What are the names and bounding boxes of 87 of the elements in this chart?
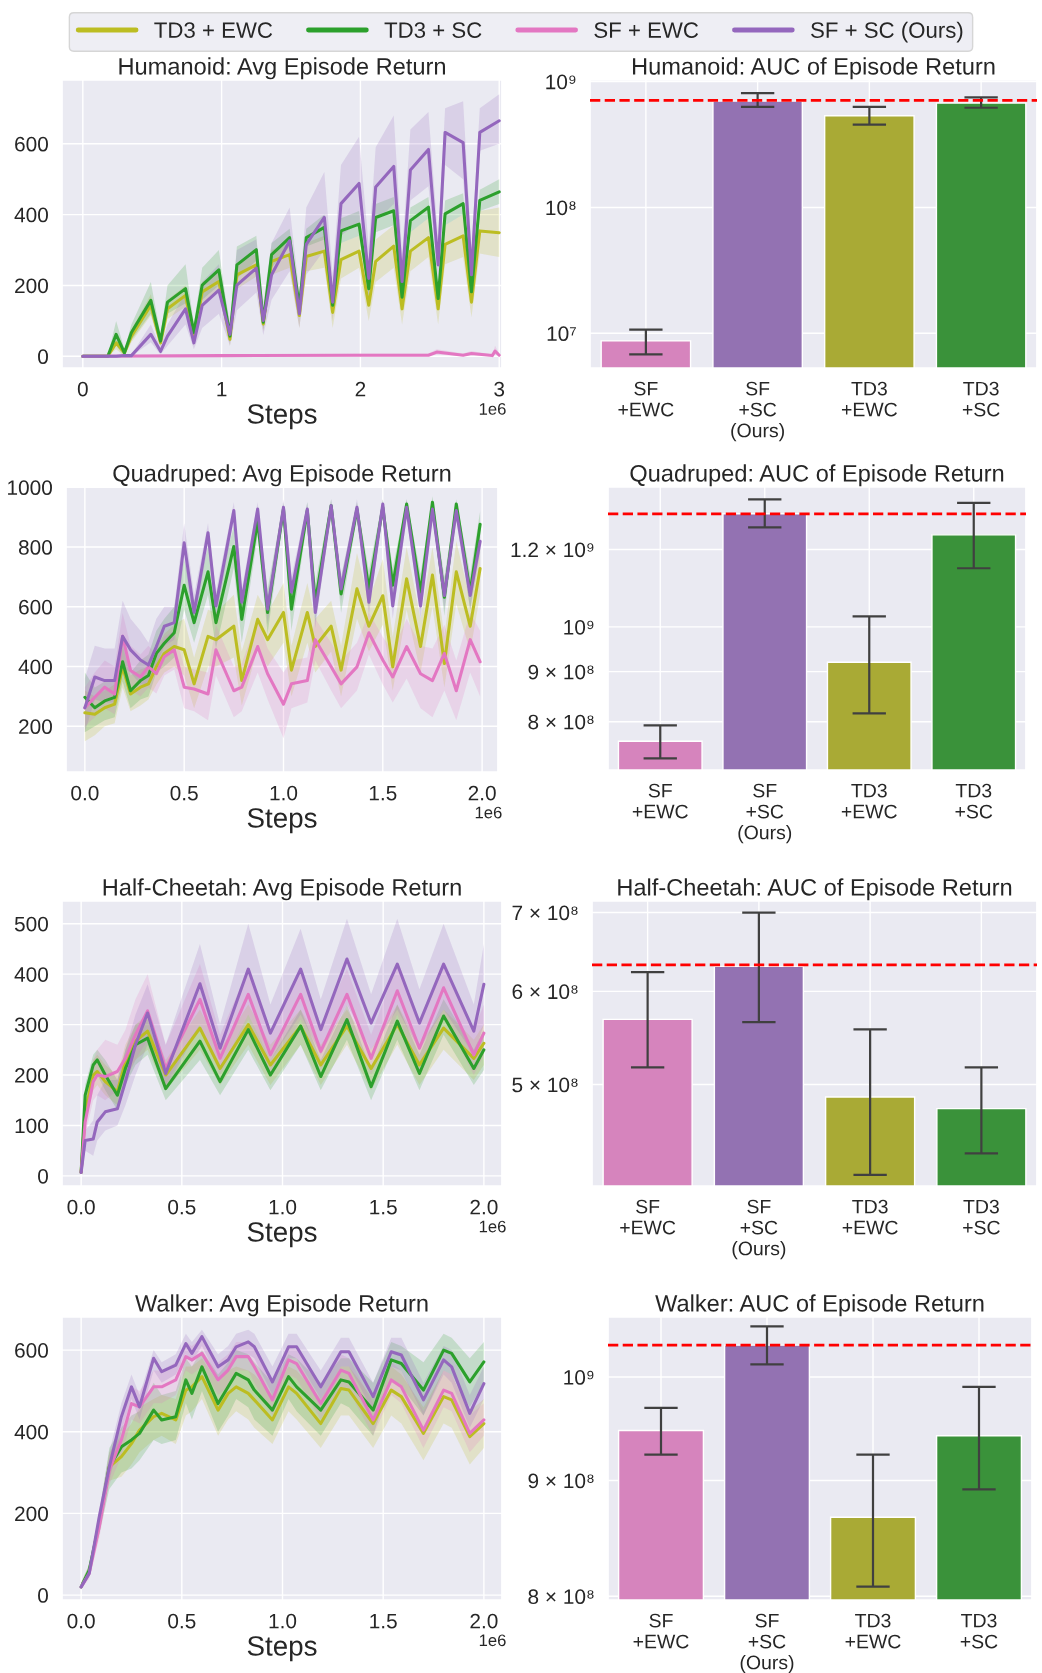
y-tick-label: 8 × 10⁸	[528, 714, 594, 730]
x-tick-label: 1.5	[370, 1613, 397, 1629]
y-tick-label: 0	[38, 1588, 48, 1603]
y-tick-label: 200	[15, 1506, 48, 1522]
y-tick-label: 400	[14, 207, 48, 223]
legend-label: SF + EWC	[594, 22, 699, 38]
y-tick-label: 200	[19, 719, 52, 735]
x-tick-label: 1.5	[370, 1199, 397, 1215]
x-tick-label: TD3 +EWC	[841, 783, 897, 819]
y-tick-label: 600	[15, 1343, 48, 1358]
x-tick-label: SF +EWC	[618, 381, 674, 417]
y-tick-label: 300	[14, 1017, 48, 1033]
x-tick-label: SF +SC (Ours)	[731, 381, 784, 442]
y-tick-label: 600	[15, 136, 48, 152]
x-tick-label: TD3 +EWC	[842, 1199, 898, 1235]
chart-title: Half-Cheetah: AUC of Episode Return	[618, 878, 1012, 901]
x-tick-label: 0.5	[170, 785, 198, 801]
y-tick-label: 500	[14, 916, 48, 932]
y-tick-label: 9 × 10⁸	[528, 664, 594, 680]
chart-title: Walker: Avg Episode Return	[135, 1294, 428, 1317]
y-tick-label: 800	[18, 540, 52, 555]
x-tick-label: 1.5	[369, 785, 397, 801]
x-tick-label: 0.5	[168, 1199, 196, 1215]
y-tick-label: 8 × 10⁸	[528, 1589, 594, 1605]
text: 1e6	[479, 403, 506, 415]
chart-title: Humanoid: AUC of Episode Return	[633, 57, 995, 80]
x-axis-title: Steps	[247, 1636, 317, 1662]
x-tick-label: 0.0	[71, 785, 99, 801]
y-tick-label: 1000	[8, 480, 52, 496]
y-tick-label: 9 × 10⁸	[528, 1473, 594, 1489]
text: 1e6	[479, 1634, 506, 1647]
x-tick-label: 1.0	[269, 1613, 297, 1629]
x-tick-label: 1	[217, 381, 227, 397]
x-tick-label: TD3 +SC	[962, 381, 1000, 417]
y-tick-label: 1.2 × 10⁹	[511, 542, 594, 558]
y-tick-label: 400	[14, 967, 48, 982]
legend-label: TD3 + SC	[384, 22, 482, 38]
x-tick-label: 1.0	[270, 785, 298, 801]
legend-label: TD3 + EWC	[154, 22, 273, 38]
y-tick-label: 200	[15, 1068, 48, 1083]
x-tick-label: TD3 +EWC	[841, 381, 897, 417]
x-tick-label: 3	[494, 381, 505, 397]
text: 1e6	[479, 1220, 506, 1233]
y-tick-label: 400	[18, 659, 52, 675]
chart-title: Walker: AUC of Episode Return	[655, 1294, 984, 1317]
x-tick-label: 2.0	[470, 1199, 498, 1215]
x-axis-title: Steps	[247, 1222, 317, 1248]
x-tick-label: 2.0	[468, 785, 496, 801]
x-tick-label: SF +SC (Ours)	[732, 1199, 786, 1260]
x-tick-label: SF +EWC	[633, 1613, 689, 1649]
x-tick-label: 0.0	[67, 1613, 95, 1629]
y-tick-label: 100	[15, 1118, 48, 1134]
x-axis-title: Steps	[247, 808, 317, 834]
x-tick-label: TD3 +EWC	[845, 1613, 901, 1649]
x-tick-label: TD3 +SC	[963, 1199, 1000, 1235]
x-tick-label: 0.5	[168, 1613, 196, 1629]
x-tick-label: SF +EWC	[632, 783, 688, 819]
y-tick-label: 600	[19, 599, 52, 615]
y-tick-label: 10⁹	[564, 619, 594, 635]
x-tick-label: SF +SC (Ours)	[740, 1613, 794, 1673]
y-tick-label: 10⁸	[546, 200, 576, 216]
x-tick-label: 2.0	[470, 1613, 498, 1629]
y-tick-label: 10⁷	[547, 326, 576, 342]
y-tick-label: 400	[14, 1424, 48, 1440]
y-tick-label: 200	[15, 278, 48, 294]
y-tick-label: 0	[38, 1168, 48, 1184]
chart-title: Quadruped: AUC of Episode Return	[630, 464, 1004, 487]
x-tick-label: 2	[355, 381, 366, 397]
y-tick-label: 5 × 10⁸	[512, 1077, 578, 1093]
x-tick-label: 0	[77, 381, 88, 397]
y-tick-label: 0	[38, 349, 48, 365]
legend-label: SF + SC (Ours)	[811, 21, 963, 43]
y-tick-label: 10⁹	[546, 74, 576, 90]
x-axis-title: Steps	[247, 404, 317, 430]
chart-title: Quadruped: Avg Episode Return	[113, 464, 451, 487]
x-tick-label: 0.0	[67, 1199, 95, 1215]
y-tick-label: 6 × 10⁸	[512, 984, 578, 1000]
y-tick-label: 7 × 10⁸	[512, 905, 578, 921]
x-tick-label: SF +EWC	[620, 1199, 676, 1235]
y-tick-label: 10⁹	[564, 1370, 594, 1385]
x-tick-label: TD3 +SC	[960, 1613, 998, 1649]
x-tick-label: TD3 +SC	[955, 783, 993, 819]
x-tick-label: SF +SC (Ours)	[738, 783, 792, 844]
text: 1e6	[475, 806, 502, 819]
chart-title: Half-Cheetah: Avg Episode Return	[103, 878, 461, 901]
x-tick-label: 1.0	[269, 1199, 297, 1215]
chart-title: Humanoid: Avg Episode Return	[119, 57, 445, 80]
